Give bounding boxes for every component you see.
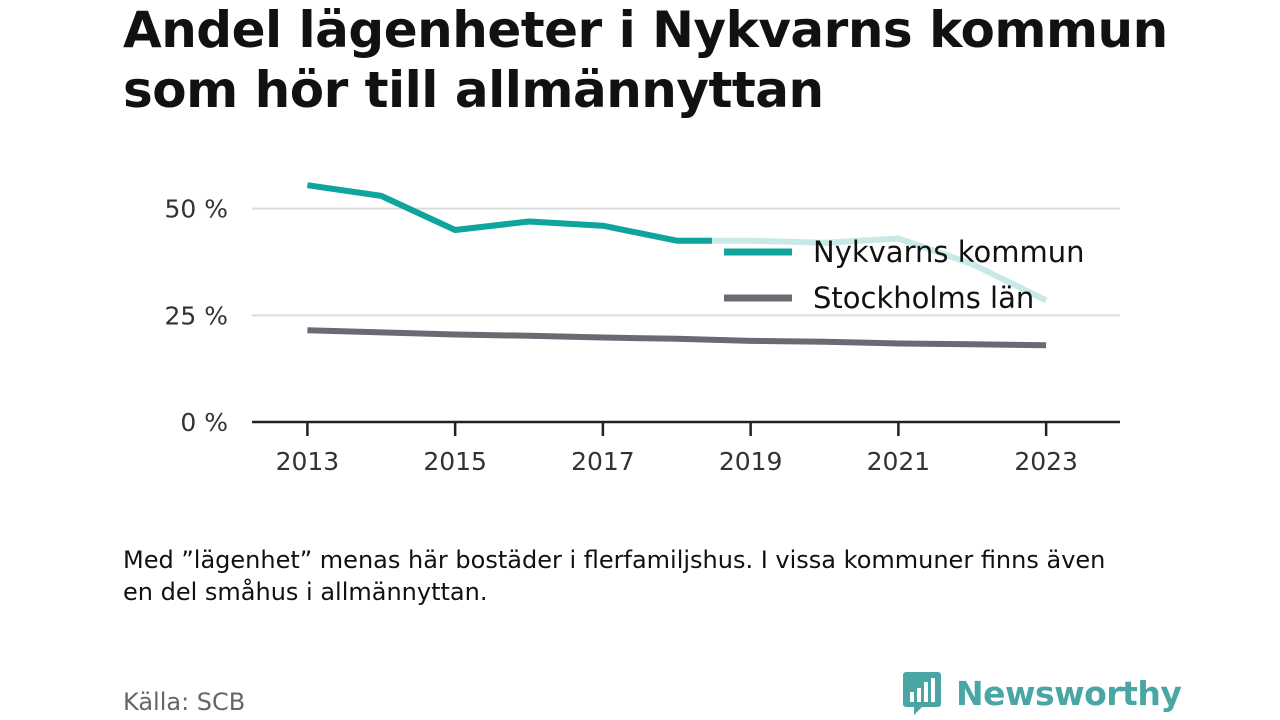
legend-label: Stockholms län bbox=[813, 281, 1034, 315]
y-tick-label: 0 % bbox=[180, 408, 228, 437]
x-tick-label: 2023 bbox=[1014, 447, 1078, 476]
source-label: Källa: SCB bbox=[123, 688, 246, 716]
series-line-stockholms-lan bbox=[307, 327, 1047, 349]
x-tick-label: 2013 bbox=[276, 447, 340, 476]
series-line-nykvarns-kommun bbox=[306, 182, 712, 244]
y-tick-label: 25 % bbox=[164, 301, 228, 330]
legend-label: Nykvarns kommun bbox=[813, 235, 1084, 269]
x-tick-label: 2015 bbox=[423, 447, 487, 476]
x-tick-label: 2017 bbox=[571, 447, 635, 476]
newsworthy-logo-icon bbox=[903, 672, 941, 715]
x-tick-label: 2021 bbox=[867, 447, 931, 476]
y-tick-label: 50 % bbox=[164, 195, 228, 224]
newsworthy-brand: Newsworthy bbox=[902, 670, 1182, 716]
x-tick-label: 2019 bbox=[719, 447, 783, 476]
chart-title: Andel lägenheter i Nykvarns kommun som h… bbox=[123, 1, 1168, 119]
brand-name: Newsworthy bbox=[956, 673, 1182, 713]
chart-note: Med ”lägenhet” menas här bostäder i fler… bbox=[123, 546, 1106, 606]
